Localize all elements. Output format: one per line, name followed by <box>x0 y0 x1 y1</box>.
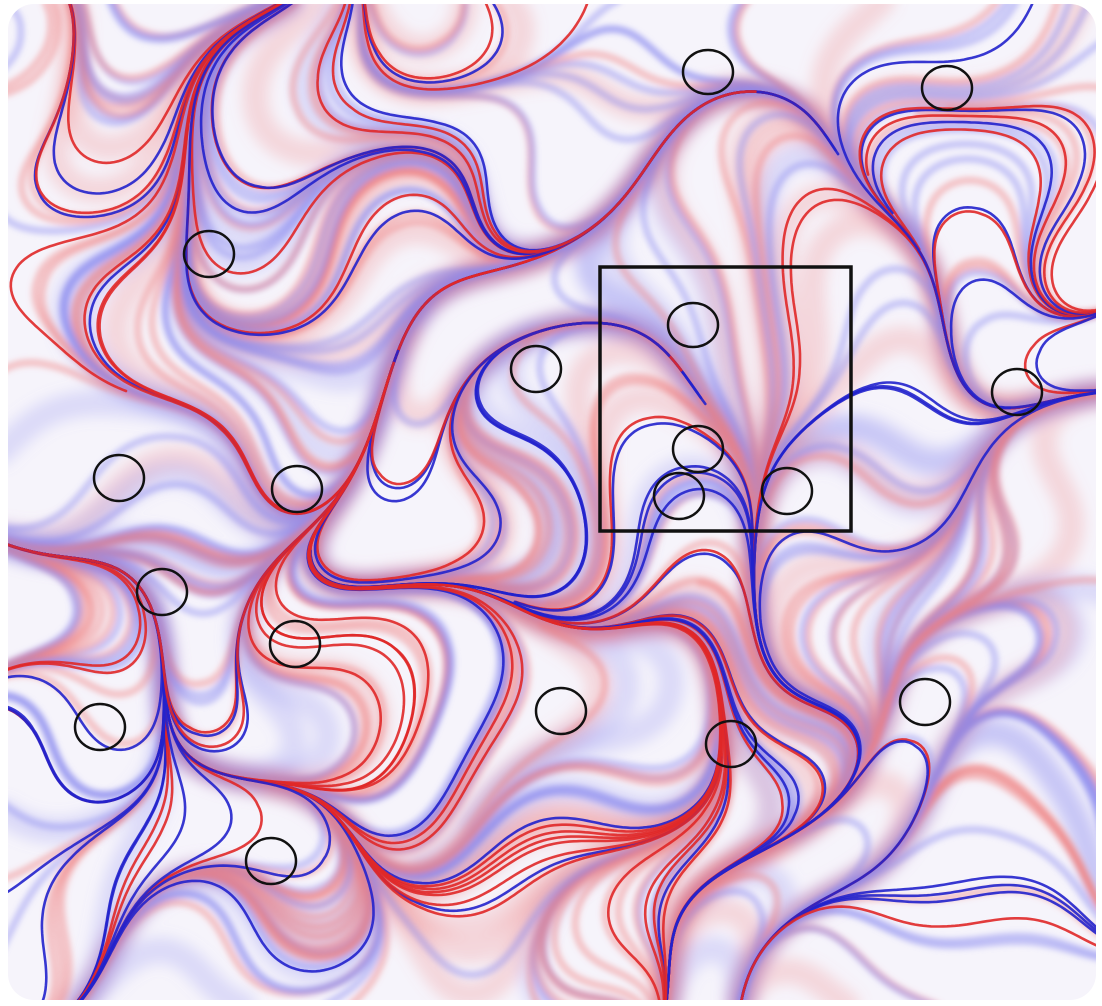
page: (() => { JSON.parse(document.getElementB… <box>0 0 1102 1006</box>
vorticity-field <box>0 0 1102 1006</box>
